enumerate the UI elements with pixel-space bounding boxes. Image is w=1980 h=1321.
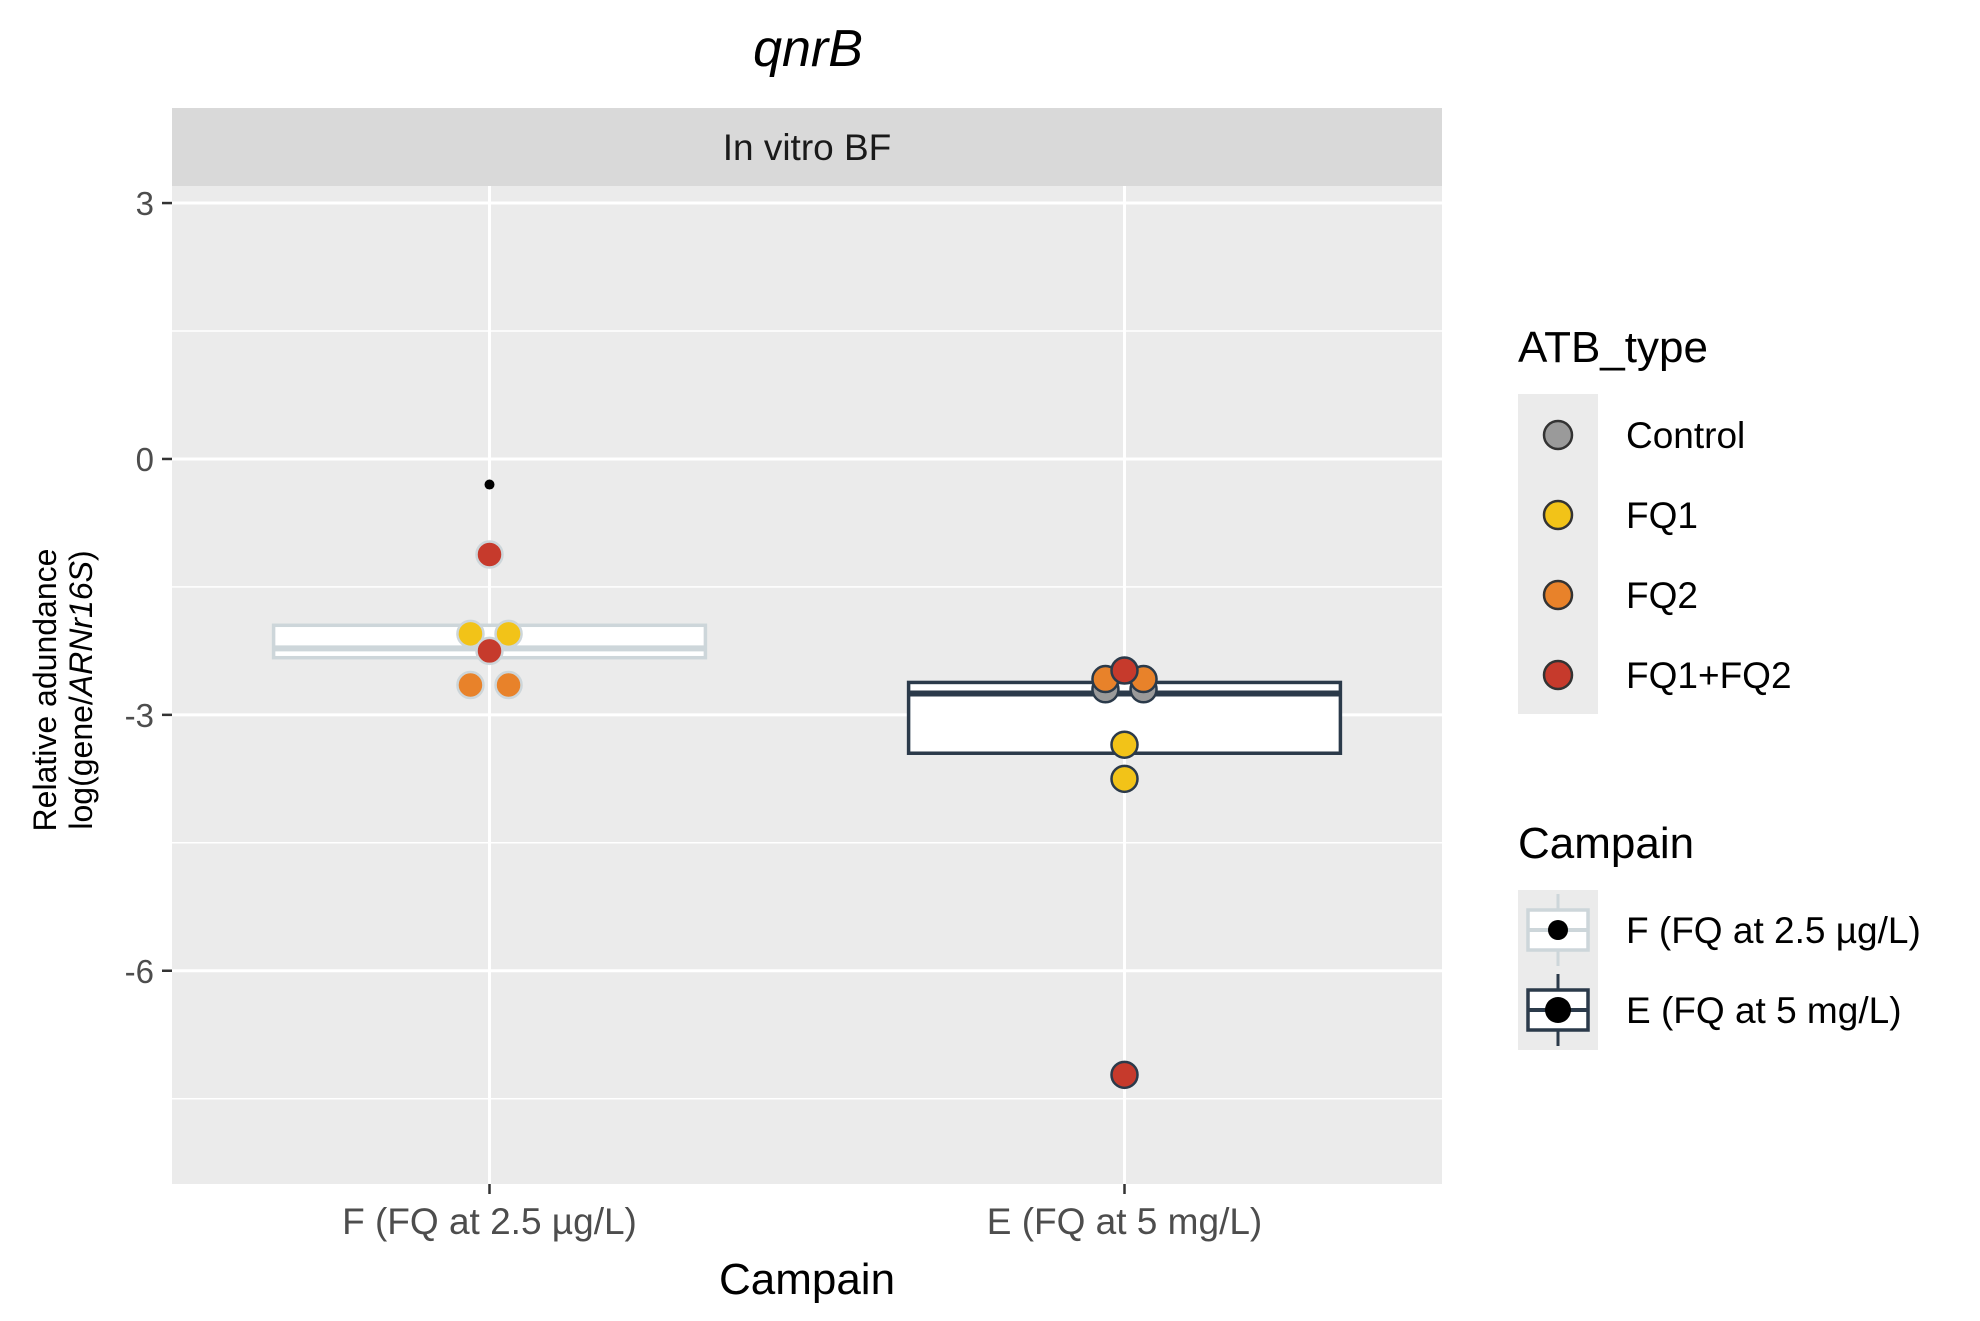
data-point	[456, 670, 485, 700]
legend-atb-label: Control	[1626, 415, 1745, 456]
legend-atb-key	[1542, 499, 1574, 531]
y-tick-label: -3	[125, 697, 154, 734]
box-outlier	[484, 479, 495, 490]
y-tick-label: 3	[136, 185, 154, 222]
facet-strip	[172, 108, 1442, 186]
legend-atb-label: FQ2	[1626, 575, 1698, 616]
legend-atb-title: ATB_type	[1518, 323, 1708, 372]
data-point	[494, 670, 523, 700]
data-point	[1110, 1060, 1139, 1090]
points-layer	[456, 540, 1158, 1090]
y-tick-label: 0	[136, 441, 154, 478]
legend-atb-type: ATB_type Control FQ1 FQ2 FQ1+FQ2	[1518, 323, 1792, 714]
legend-atb-label: FQ1	[1626, 495, 1698, 536]
legend-campain-label: E (FQ at 5 mg/L)	[1626, 990, 1902, 1031]
data-point	[1110, 656, 1139, 685]
x-axis-title: Campain	[719, 1255, 895, 1304]
legend-key-dot	[1548, 920, 1568, 940]
legend-atb-key	[1542, 419, 1574, 451]
legend-atb-key	[1542, 659, 1574, 691]
chart-title: qnrB	[753, 20, 863, 78]
data-point	[456, 619, 485, 649]
data-point	[494, 619, 523, 649]
y-axis-title: Relative adundance log(gene/ARNr16S)	[27, 549, 99, 832]
y-tick-label: -6	[125, 953, 154, 990]
x-tick-label: E (FQ at 5 mg/L)	[987, 1201, 1263, 1242]
legend-campain-title: Campain	[1518, 819, 1694, 868]
y-axis-title-prefix: log(gene/	[63, 696, 99, 830]
legend-campain-key	[1526, 894, 1590, 966]
data-point	[1110, 764, 1139, 794]
y-axis-title-suffix: )	[63, 550, 99, 561]
legend-atb-key	[1542, 579, 1574, 611]
data-point	[475, 540, 504, 569]
y-axis-title-italic: ARNr16S	[63, 561, 99, 698]
y-axis: 3 0 -3 -6	[125, 185, 172, 990]
legend-campain-label: F (FQ at 2.5 µg/L)	[1626, 910, 1921, 951]
y-axis-title-line2: log(gene/ARNr16S)	[63, 550, 99, 829]
legend-campain: Campain F (FQ at 2.5 µg/L) E (FQ at 5 mg/…	[1518, 819, 1921, 1050]
y-axis-title-line1: Relative adundance	[27, 549, 63, 832]
data-point	[1110, 730, 1139, 759]
x-axis: F (FQ at 2.5 µg/L) E (FQ at 5 mg/L)	[342, 1184, 1262, 1242]
data-point	[475, 636, 504, 666]
facet-label: In vitro BF	[723, 127, 892, 168]
x-tick-label: F (FQ at 2.5 µg/L)	[342, 1201, 637, 1242]
legend-atb-label: FQ1+FQ2	[1626, 655, 1792, 696]
legend-campain-key	[1526, 974, 1590, 1046]
legend-key-dot	[1545, 997, 1571, 1023]
